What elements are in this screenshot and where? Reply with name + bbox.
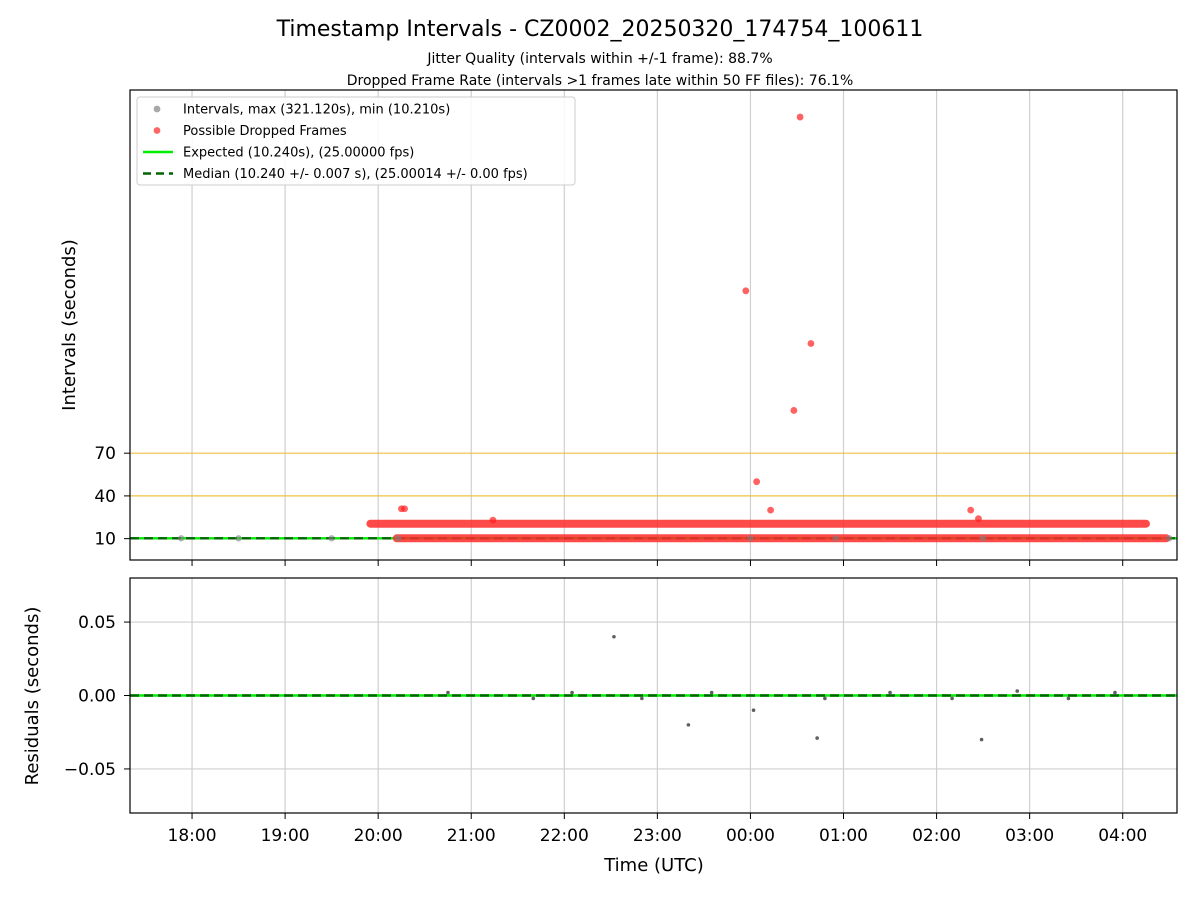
residuals-points <box>446 634 1117 742</box>
residual-point <box>950 696 954 701</box>
intervals-y-ticks: 10 40 70 <box>94 444 130 550</box>
x-axis-label: Time (UTC) <box>603 855 704 876</box>
legend-entry: Possible Dropped Frames <box>153 124 347 139</box>
y-tick-label: 10 <box>94 530 116 550</box>
interval-point <box>979 535 987 542</box>
residual-point <box>686 723 691 727</box>
x-tick-label: 22:00 <box>540 826 589 846</box>
residual-point <box>979 737 984 742</box>
dropped-frame-point <box>975 515 982 523</box>
legend-label: Median (10.240 +/- 0.007 s), (25.00014 +… <box>183 167 528 182</box>
residual-point <box>751 708 756 712</box>
intervals-y-label: Intervals (seconds) <box>59 239 80 411</box>
dropped-frame-point <box>753 478 761 486</box>
x-tick-label: 04:00 <box>1098 826 1147 846</box>
y-tick-label: 70 <box>94 444 116 464</box>
dropped-frame-point <box>767 506 775 514</box>
x-tick-label: 02:00 <box>912 826 961 846</box>
residual-point <box>815 736 819 740</box>
residuals-plot: −0.05 0.00 0.05 18:00 19:00 20:00 21:00 22:00 2… <box>22 577 1178 876</box>
legend-label: Intervals, max (321.120s), min (10.210s) <box>183 103 450 118</box>
y-tick-label: 0.05 <box>78 613 116 633</box>
residual-point <box>709 690 714 695</box>
interval-point <box>1166 535 1173 542</box>
x-tick-label: 00:00 <box>726 826 775 846</box>
legend-entry: Expected (10.240s), (25.00000 fps) <box>143 146 414 161</box>
dropped-frame-bands <box>366 519 1171 543</box>
residuals-y-ticks: −0.05 0.00 0.05 <box>64 613 130 780</box>
legend-label: Expected (10.240s), (25.00000 fps) <box>183 146 414 161</box>
residual-point <box>1113 690 1117 695</box>
x-tick-label: 20:00 <box>354 826 403 846</box>
x-tick-label: 23:00 <box>633 826 682 846</box>
residual-point <box>531 696 536 701</box>
subtitle-jitter: Jitter Quality (intervals within +/-1 fr… <box>426 51 772 67</box>
residual-point <box>1066 696 1071 701</box>
dropped-frame-point <box>401 505 408 513</box>
dropped-frame-point <box>967 506 975 514</box>
residual-point <box>640 696 644 701</box>
residual-point <box>446 690 450 695</box>
legend-entry: Median (10.240 +/- 0.007 s), (25.00014 +… <box>143 167 528 182</box>
interval-point <box>747 535 754 542</box>
residual-point <box>612 634 616 639</box>
intervals-plot-frame <box>129 89 1178 561</box>
residual-point <box>823 696 827 701</box>
x-tick-label: 01:00 <box>819 826 868 846</box>
interval-point <box>395 535 402 542</box>
dropped-frame-point <box>796 113 804 121</box>
interval-point <box>328 535 335 542</box>
intervals-points <box>177 113 1173 542</box>
x-tick-label: 19:00 <box>261 826 310 846</box>
dropped-frame-point <box>790 407 798 414</box>
y-tick-label: −0.05 <box>64 760 116 780</box>
interval-point <box>832 535 839 542</box>
legend-marker <box>153 127 161 134</box>
residual-point <box>570 690 574 695</box>
chart-title: Timestamp Intervals - CZ0002_20250320_17… <box>276 17 924 42</box>
intervals-x-ticks <box>191 560 1124 566</box>
legend-box <box>136 96 576 186</box>
residual-point <box>888 690 892 695</box>
x-tick-label: 03:00 <box>1005 826 1054 846</box>
dropped-frame-point <box>742 287 750 295</box>
interval-point <box>235 535 242 542</box>
x-tick-label: 21:00 <box>447 826 496 846</box>
legend: Intervals, max (321.120s), min (10.210s)… <box>136 96 576 186</box>
interval-point <box>177 535 185 542</box>
residual-point <box>1015 689 1020 693</box>
subtitle-dropped: Dropped Frame Rate (intervals >1 frames … <box>347 73 854 89</box>
legend-marker <box>153 105 161 113</box>
dropped-frame-point <box>807 340 815 347</box>
legend-label: Possible Dropped Frames <box>183 124 347 139</box>
residuals-y-label: Residuals (seconds) <box>22 607 43 786</box>
legend-entry: Intervals, max (321.120s), min (10.210s) <box>153 103 450 118</box>
x-tick-label: 18:00 <box>168 826 217 846</box>
residuals-x-ticks: 18:00 19:00 20:00 21:00 22:00 23:00 00:00 01:00… <box>168 813 1147 846</box>
dropped-frame-point <box>489 516 497 524</box>
y-tick-label: 40 <box>94 487 116 507</box>
y-tick-label: 0.00 <box>78 687 116 707</box>
